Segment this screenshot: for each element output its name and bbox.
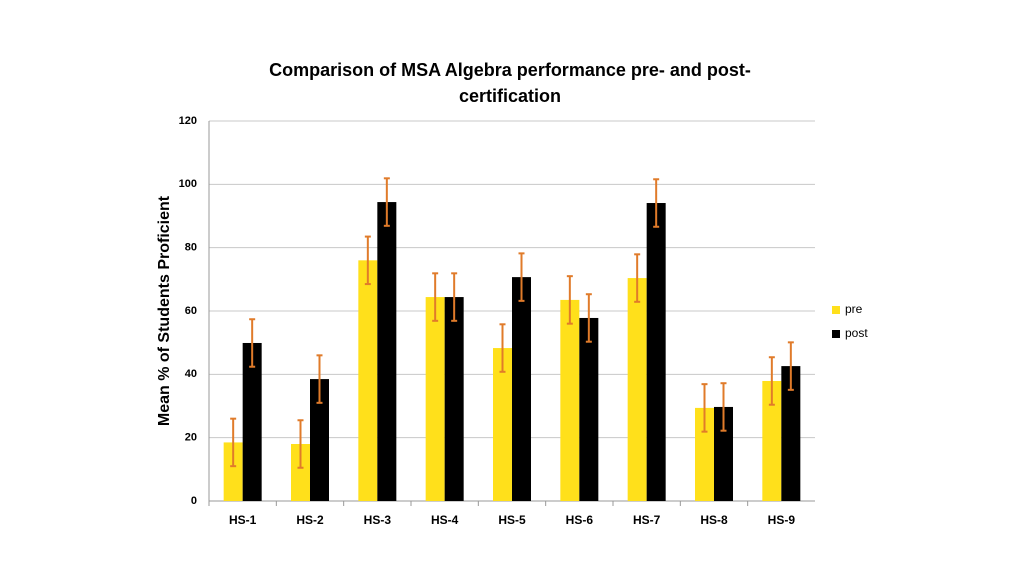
x-tick-label: HS-8 [700, 513, 728, 527]
error-bar [364, 235, 371, 286]
bar [560, 299, 580, 501]
bar [781, 366, 801, 501]
x-tick-label: HS-4 [431, 513, 459, 527]
bar [627, 278, 647, 501]
error-bar [701, 383, 708, 433]
error-bar [653, 178, 660, 228]
error-bar [720, 382, 727, 432]
error-bar [230, 417, 237, 468]
error-bar [566, 275, 573, 325]
x-tick-label: HS-9 [768, 513, 796, 527]
error-bar [249, 318, 256, 368]
error-bar [383, 177, 390, 227]
y-tick-label: 120 [179, 115, 197, 127]
error-bar [297, 419, 304, 469]
y-axis-label: Mean % of Students Proficient [156, 195, 173, 426]
bar [223, 442, 243, 501]
chart-title: Comparison of MSA Algebra performance pr… [269, 60, 751, 106]
bar [242, 342, 262, 501]
bar [512, 277, 531, 501]
x-tick-label: HS-6 [566, 513, 594, 527]
error-bar [585, 293, 592, 343]
y-tick-label: 40 [185, 368, 197, 380]
bar [762, 380, 782, 501]
error-bar [768, 356, 775, 406]
bar [579, 317, 599, 501]
error-bar [499, 323, 506, 373]
bar [310, 379, 329, 501]
x-tick-label: HS-3 [364, 513, 392, 527]
error-bar [432, 272, 439, 322]
bar [493, 348, 512, 501]
legend-swatch [832, 306, 840, 314]
bar [291, 444, 310, 501]
x-tick-label: HS-1 [229, 513, 257, 527]
y-tick-label: 20 [185, 432, 197, 444]
x-tick-label: HS-2 [296, 513, 324, 527]
bar [444, 297, 464, 501]
bar [377, 202, 397, 502]
y-tick-label: 0 [191, 495, 197, 507]
legend-label: pre [845, 302, 863, 316]
error-bar [518, 252, 525, 302]
y-tick-label: 60 [185, 305, 197, 317]
y-tick-label: 80 [185, 242, 197, 254]
error-bar [787, 341, 794, 391]
x-tick-label: HS-5 [498, 513, 526, 527]
bar [695, 407, 714, 501]
bar [425, 297, 445, 501]
bar [358, 260, 378, 501]
error-bar [316, 354, 323, 404]
bar [714, 406, 733, 501]
bar [646, 203, 666, 501]
y-tick-label: 100 [179, 178, 197, 190]
error-bar [634, 253, 641, 303]
x-tick-label: HS-7 [633, 513, 661, 527]
error-bar [451, 272, 458, 322]
legend-swatch [832, 330, 840, 338]
legend-label: post [845, 326, 868, 340]
